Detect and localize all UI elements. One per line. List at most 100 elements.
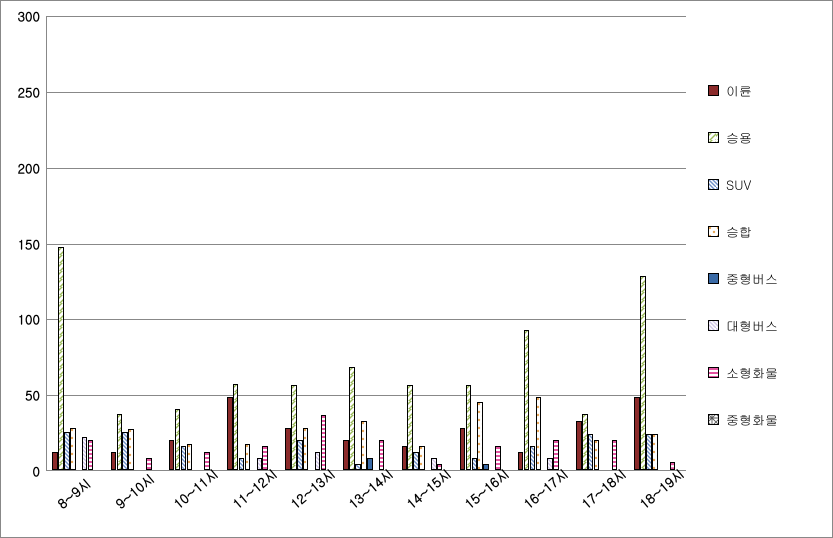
legend-label: 대형버스 bbox=[726, 316, 778, 335]
bar-s1 bbox=[343, 440, 349, 470]
bar-s1 bbox=[402, 446, 408, 470]
xtick-label: 15~16시 bbox=[460, 464, 513, 513]
bar-s1 bbox=[169, 440, 175, 470]
bar-s4 bbox=[594, 440, 600, 470]
bar-s7 bbox=[88, 440, 94, 470]
bar-s1 bbox=[576, 421, 582, 470]
bar-s3 bbox=[646, 434, 652, 470]
legend-swatch bbox=[708, 85, 719, 96]
bar-s3 bbox=[413, 452, 419, 470]
bar-s4 bbox=[361, 421, 367, 470]
xtick-label: 16~17시 bbox=[519, 464, 572, 513]
bar-s3 bbox=[472, 458, 478, 470]
bar-s2 bbox=[407, 385, 413, 470]
legend-swatch bbox=[708, 226, 719, 237]
bar-s4 bbox=[187, 444, 193, 470]
legend-label: 승용 bbox=[726, 128, 752, 147]
legend-label: 소형화물 bbox=[726, 363, 778, 382]
legend-item-s5: 중형버스 bbox=[708, 269, 808, 288]
legend-swatch bbox=[708, 414, 719, 425]
ytick-label: 100 bbox=[4, 310, 40, 329]
xtick-label: 12~13시 bbox=[286, 464, 339, 513]
gridline bbox=[47, 319, 686, 320]
bar-s6 bbox=[257, 458, 263, 470]
bar-s6 bbox=[82, 437, 88, 470]
bar-s4 bbox=[652, 434, 658, 470]
legend-swatch bbox=[708, 367, 719, 378]
ytick-label: 200 bbox=[4, 158, 40, 177]
bar-s3 bbox=[355, 464, 361, 470]
bar-s2 bbox=[349, 367, 355, 470]
bar-s2 bbox=[524, 330, 530, 470]
ytick-label: 300 bbox=[4, 7, 40, 26]
legend-swatch bbox=[708, 132, 719, 143]
gridline bbox=[47, 92, 686, 93]
bar-s4 bbox=[70, 428, 76, 470]
legend-item-s3: SUV bbox=[708, 175, 808, 194]
legend-item-s1: 이륜 bbox=[708, 81, 808, 100]
bar-s1 bbox=[111, 452, 117, 470]
legend-item-s7: 소형화물 bbox=[708, 363, 808, 382]
bar-s7 bbox=[146, 458, 152, 470]
gridline bbox=[47, 168, 686, 169]
legend-item-s6: 대형버스 bbox=[708, 316, 808, 335]
bar-s2 bbox=[233, 384, 239, 470]
xtick-label: 9~10시 bbox=[111, 469, 158, 513]
bar-s3 bbox=[122, 432, 128, 470]
bar-s4 bbox=[419, 446, 425, 470]
legend-swatch bbox=[708, 273, 719, 284]
legend-label: SUV bbox=[726, 175, 751, 194]
legend-item-s2: 승용 bbox=[708, 128, 808, 147]
bar-s3 bbox=[239, 458, 245, 470]
ytick-label: 150 bbox=[4, 234, 40, 253]
bar-s1 bbox=[460, 428, 466, 470]
legend: 이륜승용 SUV 승합중형버스대형버스소형화물중형화물 bbox=[708, 81, 808, 457]
xtick-label: 14~15시 bbox=[402, 464, 455, 513]
gridline bbox=[47, 16, 686, 17]
bar-s1 bbox=[634, 397, 640, 470]
legend-item-s8: 중형화물 bbox=[708, 410, 808, 429]
bar-s6 bbox=[547, 458, 553, 470]
xtick-label: 17~18시 bbox=[577, 464, 630, 513]
bar-s3 bbox=[530, 446, 536, 470]
ytick-label: 50 bbox=[4, 386, 40, 405]
xtick-label: 13~14시 bbox=[344, 464, 397, 513]
bar-s1 bbox=[227, 397, 233, 470]
legend-label: 승합 bbox=[726, 222, 752, 241]
bar-s2 bbox=[466, 385, 472, 470]
bar-s2 bbox=[117, 414, 123, 470]
bar-s3 bbox=[588, 434, 594, 470]
bar-s2 bbox=[175, 409, 181, 470]
legend-label: 중형화물 bbox=[726, 410, 778, 429]
bar-s4 bbox=[303, 428, 309, 470]
legend-label: 중형버스 bbox=[726, 269, 778, 288]
bar-s4 bbox=[536, 397, 542, 470]
gridline bbox=[47, 395, 686, 396]
legend-swatch bbox=[708, 179, 719, 190]
ytick-label: 0 bbox=[4, 462, 40, 481]
gridline bbox=[47, 244, 686, 245]
bar-s4 bbox=[245, 444, 251, 470]
ytick-label: 250 bbox=[4, 82, 40, 101]
bar-s1 bbox=[52, 452, 58, 470]
bar-s1 bbox=[518, 452, 524, 470]
bar-s4 bbox=[128, 429, 134, 470]
xtick-label: 10~11시 bbox=[169, 464, 222, 513]
bar-s2 bbox=[58, 247, 64, 470]
bar-s1 bbox=[285, 428, 291, 470]
bar-s2 bbox=[291, 385, 297, 470]
chart-container: 이륜승용 SUV 승합중형버스대형버스소형화물중형화물 0 50 100 150 200 25… bbox=[0, 0, 833, 538]
bar-s2 bbox=[640, 276, 646, 470]
legend-item-s4: 승합 bbox=[708, 222, 808, 241]
bar-s2 bbox=[582, 414, 588, 470]
legend-swatch bbox=[708, 320, 719, 331]
bar-s7 bbox=[321, 415, 327, 470]
bar-s4 bbox=[477, 402, 483, 470]
bar-s3 bbox=[64, 432, 70, 470]
bar-s6 bbox=[315, 452, 321, 470]
bar-s5 bbox=[367, 458, 373, 470]
legend-label: 이륜 bbox=[726, 81, 752, 100]
bar-s5 bbox=[483, 464, 489, 470]
xtick-label: 11~12시 bbox=[228, 464, 281, 513]
plot-area bbox=[46, 16, 686, 471]
